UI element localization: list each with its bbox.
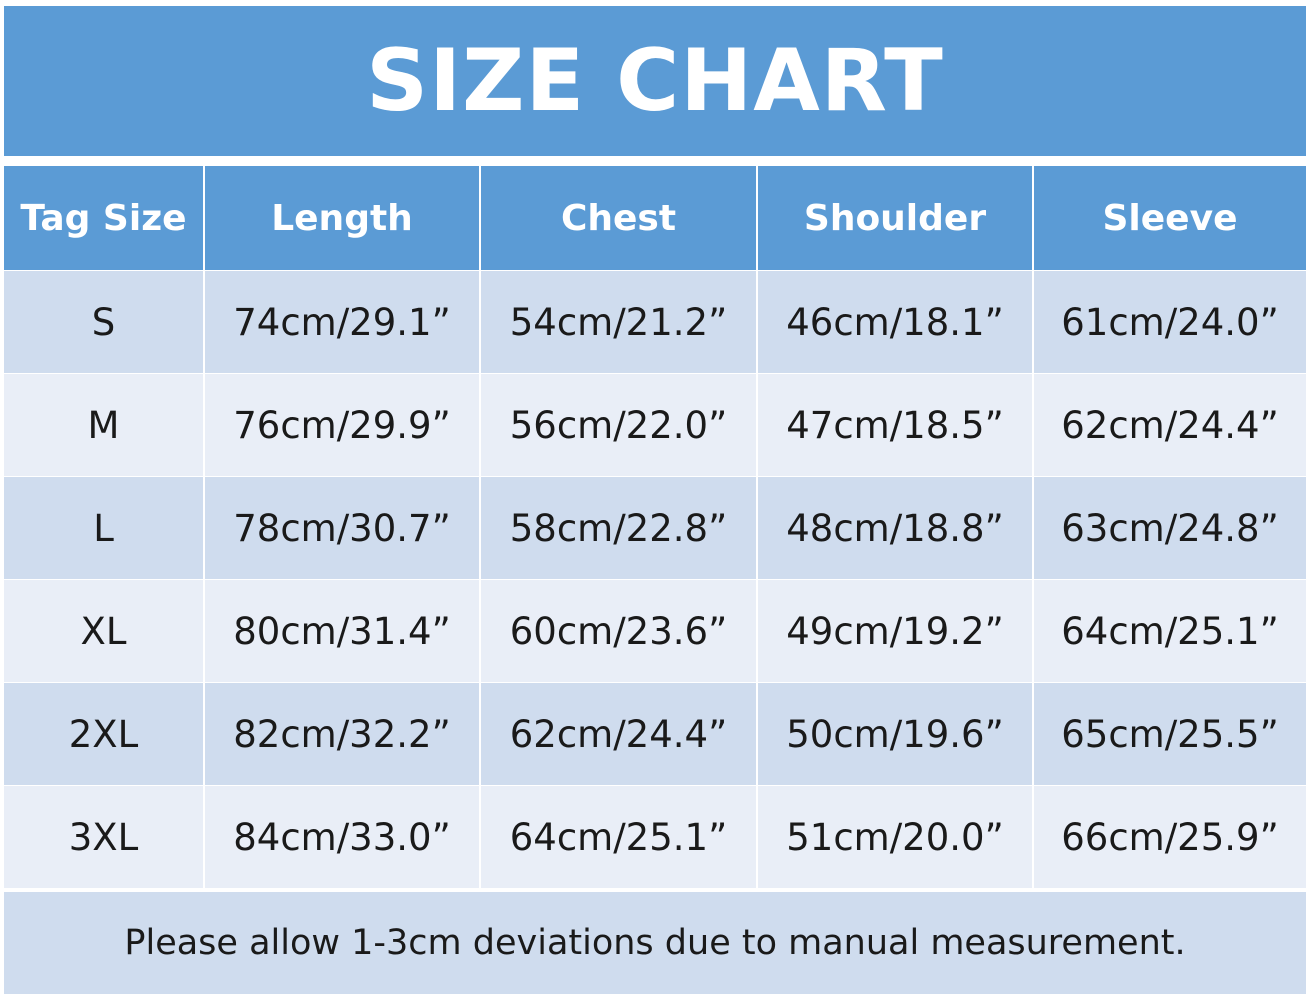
length-cell: 84cm/33.0” <box>204 785 481 888</box>
length-cell: 74cm/29.1” <box>204 270 481 374</box>
sleeve-cell: 64cm/25.1” <box>1033 579 1306 683</box>
header-chest: Chest <box>480 166 758 271</box>
tag-size-cell: 2XL <box>4 682 205 786</box>
chest-cell: 56cm/22.0” <box>480 373 758 477</box>
tag-size-cell: M <box>4 373 205 477</box>
table-row: 2XL 82cm/32.2” 62cm/24.4” 50cm/19.6” 65c… <box>4 682 1306 786</box>
header-tag-size: Tag Size <box>4 166 205 271</box>
shoulder-cell: 46cm/18.1” <box>757 270 1034 374</box>
table-row: 3XL 84cm/33.0” 64cm/25.1” 51cm/20.0” 66c… <box>4 785 1306 888</box>
chest-cell: 64cm/25.1” <box>480 785 758 888</box>
chest-cell: 54cm/21.2” <box>480 270 758 374</box>
header-row: Tag Size Length Chest Shoulder Sleeve <box>4 166 1306 271</box>
size-chart: SIZE CHART Tag Size Length Chest Shoulde… <box>4 6 1306 994</box>
chest-cell: 62cm/24.4” <box>480 682 758 786</box>
tag-size-cell: L <box>4 476 205 580</box>
sleeve-cell: 66cm/25.9” <box>1033 785 1306 888</box>
chest-cell: 60cm/23.6” <box>480 579 758 683</box>
table-row: L 78cm/30.7” 58cm/22.8” 48cm/18.8” 63cm/… <box>4 476 1306 580</box>
shoulder-cell: 51cm/20.0” <box>757 785 1034 888</box>
table-row: XL 80cm/31.4” 60cm/23.6” 49cm/19.2” 64cm… <box>4 579 1306 683</box>
sleeve-cell: 62cm/24.4” <box>1033 373 1306 477</box>
header-length: Length <box>204 166 481 271</box>
header-shoulder: Shoulder <box>757 166 1034 271</box>
shoulder-cell: 48cm/18.8” <box>757 476 1034 580</box>
shoulder-cell: 49cm/19.2” <box>757 579 1034 683</box>
chest-cell: 58cm/22.8” <box>480 476 758 580</box>
tag-size-cell: XL <box>4 579 205 683</box>
note-bar: Please allow 1-3cm deviations due to man… <box>4 892 1306 994</box>
sleeve-cell: 63cm/24.8” <box>1033 476 1306 580</box>
measurement-note: Please allow 1-3cm deviations due to man… <box>124 923 1186 963</box>
sleeve-cell: 61cm/24.0” <box>1033 270 1306 374</box>
shoulder-cell: 50cm/19.6” <box>757 682 1034 786</box>
tag-size-cell: 3XL <box>4 785 205 888</box>
length-cell: 80cm/31.4” <box>204 579 481 683</box>
shoulder-cell: 47cm/18.5” <box>757 373 1034 477</box>
page-title: SIZE CHART <box>366 31 944 131</box>
header-sleeve: Sleeve <box>1033 166 1306 271</box>
length-cell: 78cm/30.7” <box>204 476 481 580</box>
length-cell: 76cm/29.9” <box>204 373 481 477</box>
length-cell: 82cm/32.2” <box>204 682 481 786</box>
table-row: S 74cm/29.1” 54cm/21.2” 46cm/18.1” 61cm/… <box>4 270 1306 374</box>
size-table: Tag Size Length Chest Shoulder Sleeve S … <box>4 166 1306 888</box>
tag-size-cell: S <box>4 270 205 374</box>
table-row: M 76cm/29.9” 56cm/22.0” 47cm/18.5” 62cm/… <box>4 373 1306 477</box>
title-bar: SIZE CHART <box>4 6 1306 156</box>
sleeve-cell: 65cm/25.5” <box>1033 682 1306 786</box>
